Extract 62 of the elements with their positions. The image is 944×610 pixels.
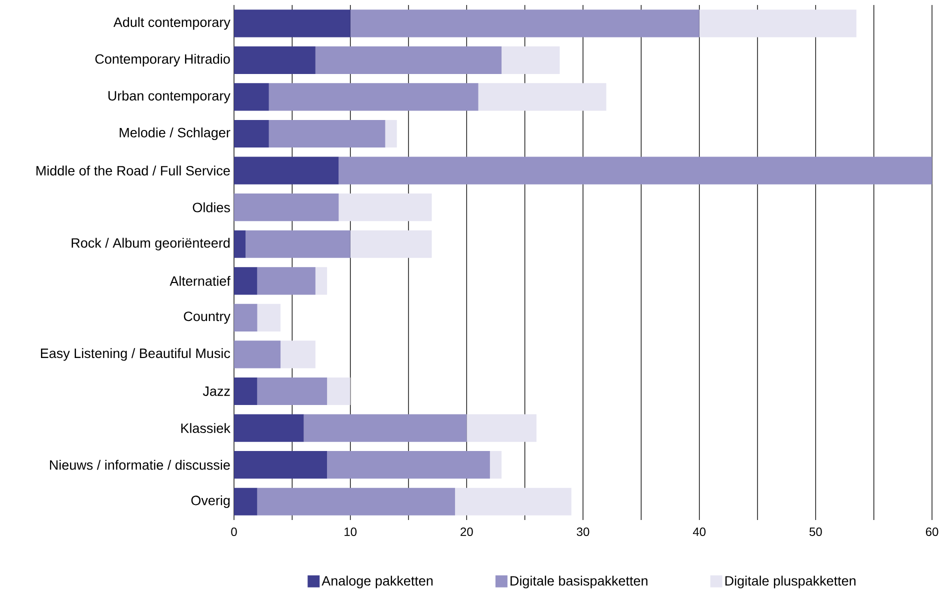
bar [466,414,536,442]
bar [315,46,502,74]
legend-label: Digitale basispakketten [510,576,648,588]
bar [234,46,316,74]
bar [234,451,328,479]
x-tick-label: 0 [231,528,237,536]
x-tick-label: 40 [692,528,706,536]
bar [257,267,316,295]
bar [338,194,432,222]
bar [234,83,269,111]
bar [350,230,432,258]
bar [268,83,478,111]
y-tick-label: Adult contemporary [113,17,230,30]
bar [234,194,339,222]
bar [234,120,269,148]
bar [280,340,316,368]
y-tick-label: Overig [191,495,230,508]
bar [234,267,258,295]
bar [315,267,328,295]
y-tick-label: Alternatief [170,276,230,286]
bar [268,120,386,148]
x-tick-label: 30 [576,528,590,536]
y-tick-label: Middle of the Road / Full Service [36,166,230,176]
bar [385,120,397,148]
bar [234,414,304,442]
bar [478,83,606,111]
bar [234,304,258,332]
bar [234,10,350,38]
x-tick-label: 10 [344,528,357,536]
y-tick-label: Nieuws / informatie / discussie [50,460,230,470]
bar [246,230,350,258]
bar [234,377,258,406]
bar [234,340,281,368]
bar [327,377,350,406]
bar [338,156,932,184]
y-tick-label: Rock / Album georiënteerd [72,238,230,250]
bar [490,451,502,479]
y-tick-label: Jazz [202,386,230,396]
y-tick-label: Easy Listening / Beautiful Music [40,348,230,361]
bar [699,10,856,38]
legend-label: Analoge pakketten [322,576,433,588]
y-tick-label: Klassiek [181,423,230,433]
bar [257,304,281,332]
bar [234,488,258,516]
bar [234,156,339,184]
bar [257,488,456,516]
bar [502,46,560,74]
x-tick-label: 20 [460,528,473,536]
legend-label: Digitale pluspakketten [725,576,856,588]
y-tick-label: Melodie / Schlager [120,127,230,140]
bar [257,377,328,406]
y-tick-label: Contemporary Hitradio [95,54,230,66]
y-tick-label: Country [184,312,230,324]
y-tick-label: Urban contemporary [108,90,230,104]
bar [327,451,490,479]
bar [234,230,246,258]
x-tick-label: 60 [926,528,938,536]
bar [350,10,700,38]
bar [304,414,467,442]
bar [455,488,572,516]
x-tick-label: 50 [809,528,822,536]
y-tick-label: Oldies [192,202,230,212]
